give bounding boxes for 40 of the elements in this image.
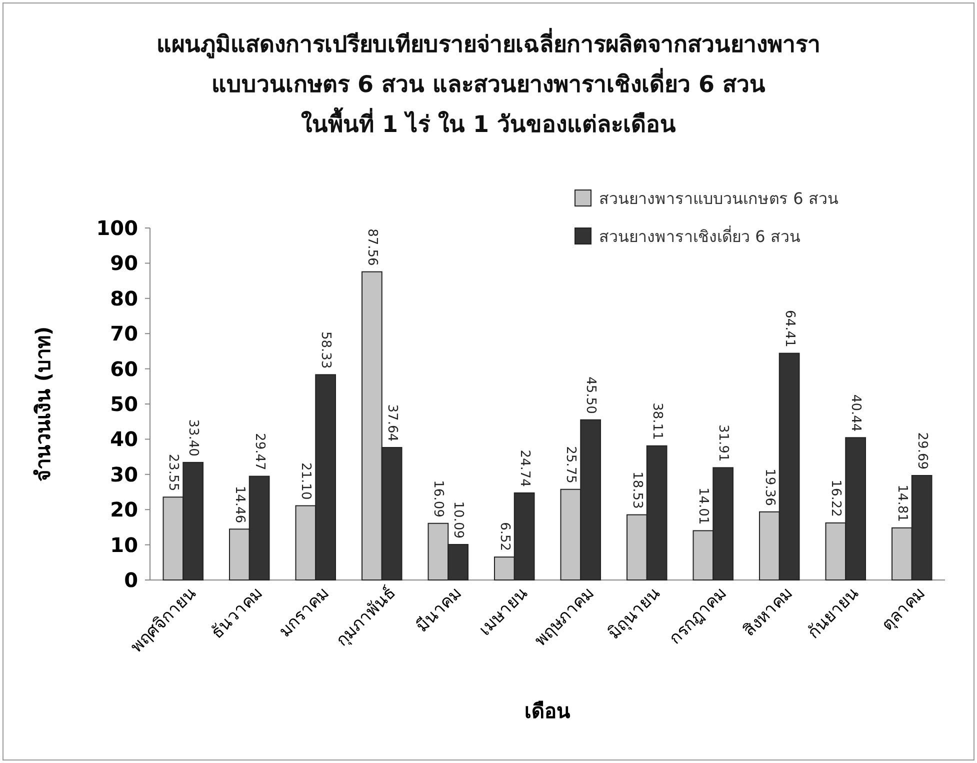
data-label: 19.36 [762, 468, 777, 506]
data-label: 64.41 [782, 310, 797, 348]
data-label: 24.74 [516, 450, 532, 487]
y-tick-label: 0 [124, 568, 138, 592]
data-label: 58.33 [318, 331, 334, 369]
data-label: 25.75 [563, 446, 578, 484]
x-axis-title: เดือน [524, 699, 570, 723]
data-label: 23.55 [166, 454, 181, 492]
data-label: 14.81 [894, 484, 910, 522]
y-tick-label: 80 [110, 286, 138, 310]
y-tick-label: 30 [110, 462, 138, 486]
data-label: 16.22 [828, 480, 844, 517]
y-tick-label: 100 [96, 216, 138, 240]
data-label: 18.53 [629, 472, 644, 509]
data-label: 37.64 [384, 404, 400, 442]
data-label: 29.47 [252, 433, 267, 470]
data-label: 33.40 [186, 419, 201, 456]
legend-label: สวนยางพาราเชิงเดี่ยว 6 สวน [599, 225, 800, 246]
data-label: 38.11 [649, 402, 664, 440]
y-tick-label: 40 [110, 427, 138, 452]
data-label: 45.50 [583, 376, 598, 414]
data-label: 87.56 [364, 228, 380, 266]
data-label: 14.46 [232, 486, 247, 524]
y-tick-label: 70 [110, 322, 138, 346]
data-label: 29.69 [914, 432, 930, 470]
chart-title: แผนภูมิแสดงการเปรียบเทียบรายจ่ายเฉลี่ยการผลิตจากสวนยางพารา แบบวนเกษตร 6 สวน และสวนยางพาราเชิงเดี่ยว 6 สวน ในพื้นที่ 1 ไร่ ใน 1 วันของแต่ละเดือน [156, 27, 820, 138]
y-tick-label: 20 [110, 498, 138, 522]
data-label: 16.09 [430, 480, 446, 518]
data-label: 31.91 [716, 424, 731, 462]
data-label: 6.52 [496, 522, 512, 552]
data-label: 40.44 [848, 394, 864, 432]
y-tick-label: 60 [110, 356, 138, 381]
y-tick-label: 10 [110, 532, 138, 557]
data-label: 14.01 [696, 487, 711, 525]
data-label: 21.10 [298, 462, 314, 500]
y-tick-label: 90 [110, 251, 138, 276]
legend-label: สวนยางพาราแบบวนเกษตร 6 สวน [599, 189, 838, 208]
data-label: 10.09 [450, 501, 466, 538]
y-tick-label: 50 [110, 392, 138, 416]
y-axis-title: จำนวนเงิน (บาท) [31, 326, 55, 482]
